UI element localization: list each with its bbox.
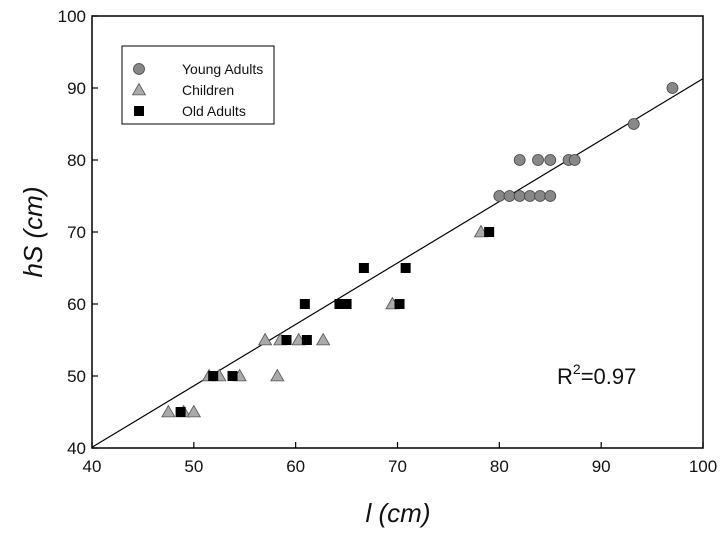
- circle-point: [666, 82, 679, 94]
- legend-box: [121, 45, 275, 125]
- square-point: [394, 299, 405, 309]
- circle-point: [534, 190, 546, 202]
- series-square: [175, 227, 495, 417]
- y-tick-label: 70: [67, 223, 86, 242]
- legend: Young Adults Children Old Adults: [121, 45, 275, 125]
- circle-point: [513, 190, 526, 202]
- square-point: [175, 407, 186, 417]
- triangle-point: [186, 404, 202, 418]
- y-tick-label: 60: [67, 295, 86, 314]
- y-tick-label: 50: [67, 367, 86, 386]
- square-point: [358, 263, 369, 273]
- triangle-point: [315, 332, 331, 346]
- square-point: [281, 335, 292, 345]
- legend-marker-square: [134, 106, 144, 116]
- x-axis-title: l (cm): [366, 498, 431, 528]
- circle-point: [544, 190, 557, 202]
- tick-labels: 40 50 60 70 80 90 100 40 50 60 70 80 90 100: [58, 7, 718, 476]
- circle-point: [503, 190, 516, 202]
- x-tick-label: 80: [490, 457, 509, 476]
- triangle-point: [270, 368, 285, 382]
- square-point: [301, 335, 312, 345]
- legend-marker-triangle: [131, 82, 147, 96]
- triangle-point: [257, 332, 273, 346]
- circle-point: [493, 190, 506, 202]
- legend-label: Children: [182, 82, 234, 98]
- x-tick-label: 100: [689, 457, 717, 476]
- square-point: [341, 299, 352, 309]
- circle-point: [568, 154, 581, 166]
- circle-point: [523, 190, 536, 202]
- square-point: [334, 299, 345, 309]
- regression-line: [91, 78, 704, 448]
- legend-label: Young Adults: [182, 61, 263, 77]
- series-circle: [493, 82, 679, 202]
- circle-point: [532, 154, 544, 166]
- r-squared-annotation: R2=0.97: [557, 361, 636, 389]
- square-point: [227, 371, 238, 381]
- x-tick-label: 40: [83, 457, 102, 476]
- y-tick-label: 80: [67, 151, 86, 170]
- axis-ticks: [91, 15, 704, 449]
- y-tick-label: 40: [67, 439, 86, 458]
- circle-point: [513, 154, 526, 166]
- y-tick-label: 100: [58, 7, 86, 26]
- series-triangle: [161, 224, 489, 418]
- y-axis-title: hS (cm): [18, 187, 48, 278]
- square-point: [484, 227, 495, 237]
- x-tick-label: 60: [286, 457, 305, 476]
- data-points: [161, 82, 679, 418]
- x-tick-label: 70: [388, 457, 407, 476]
- y-tick-label: 90: [67, 79, 86, 98]
- circle-point: [544, 154, 557, 166]
- legend-label: Old Adults: [182, 103, 246, 119]
- x-tick-label: 90: [592, 457, 611, 476]
- circle-point: [627, 118, 640, 130]
- triangle-point: [161, 404, 176, 418]
- legend-marker-circle: [133, 63, 145, 75]
- square-point: [208, 371, 219, 381]
- x-tick-label: 50: [184, 457, 203, 476]
- square-point: [400, 263, 411, 273]
- square-point: [299, 299, 310, 309]
